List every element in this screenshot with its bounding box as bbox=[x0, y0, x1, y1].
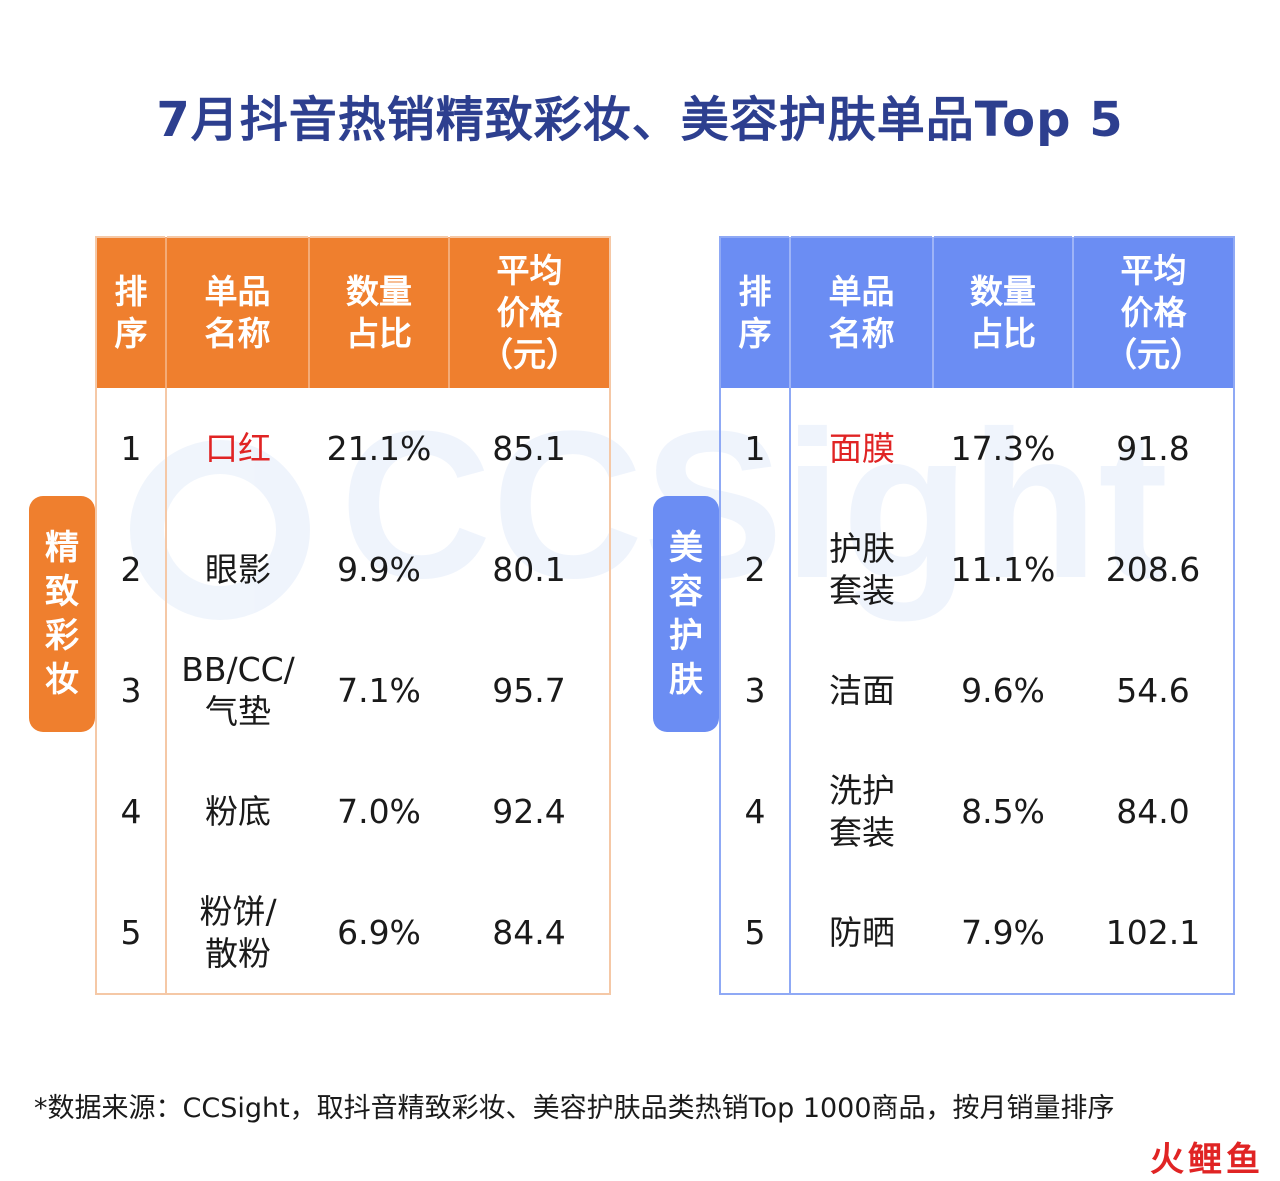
beauty-body: 1 口红 21.1% 85.1 2 眼影 9.9% 80.1 3 BB/CC/气垫 7.1% 95.7… bbox=[96, 388, 610, 994]
price-cell: 92.4 bbox=[492, 791, 566, 831]
table-row: 1 口红 21.1% 85.1 bbox=[96, 388, 610, 509]
price-cell: 95.7 bbox=[492, 670, 566, 710]
table-row: 3 BB/CC/气垫 7.1% 95.7 bbox=[96, 630, 610, 751]
table-row: 5 粉饼/散粉 6.9% 84.4 bbox=[96, 872, 610, 994]
logo-char-2: 鲤 bbox=[1188, 1140, 1226, 1180]
beauty-rank-header: 排序 bbox=[96, 237, 167, 388]
brand-logo: 火鲤鱼 bbox=[1150, 1132, 1264, 1181]
table-row: 4 粉底 7.0% 92.4 bbox=[96, 751, 610, 872]
skincare-share-header: 数量 占比 bbox=[933, 237, 1074, 388]
skincare-category-tab: 美容护肤 bbox=[653, 496, 719, 732]
skincare-item-header: 单品 名称 bbox=[790, 237, 934, 388]
item-cell: 洁面 bbox=[829, 670, 895, 710]
price-cell: 85.1 bbox=[492, 428, 566, 468]
item-cell: 粉底 bbox=[205, 791, 271, 831]
rank-cell: 1 bbox=[720, 388, 791, 509]
share-cell: 7.1% bbox=[337, 670, 421, 710]
beauty-share-header: 数量 占比 bbox=[309, 237, 450, 388]
share-cell: 8.5% bbox=[961, 791, 1045, 831]
logo-char-1: 火 bbox=[1150, 1140, 1188, 1180]
share-cell: 11.1% bbox=[950, 549, 1056, 589]
skincare-table: 排序单品 名称 数量 占比 平均 价格 （元） 1 面膜 17.3% 91.8 2 护肤 套装 11.1%… bbox=[719, 236, 1235, 995]
rank-cell: 3 bbox=[720, 630, 791, 751]
table-row: 1 面膜 17.3% 91.8 bbox=[720, 388, 1234, 509]
skincare-body: 1 面膜 17.3% 91.8 2 护肤 套装 11.1% 208.6 3 洁面 9.6% 54.6 4 洗… bbox=[720, 388, 1234, 994]
share-cell: 7.0% bbox=[337, 791, 421, 831]
share-cell: 21.1% bbox=[326, 428, 432, 468]
rank-cell: 4 bbox=[720, 751, 791, 872]
price-cell: 84.0 bbox=[1116, 791, 1190, 831]
beauty-item-header: 单品 名称 bbox=[166, 237, 310, 388]
price-cell: 54.6 bbox=[1116, 670, 1190, 710]
price-cell: 84.4 bbox=[492, 912, 566, 952]
table-row: 3 洁面 9.6% 54.6 bbox=[720, 630, 1234, 751]
price-cell: 208.6 bbox=[1105, 549, 1201, 589]
rank-cell: 1 bbox=[96, 388, 167, 509]
share-cell: 17.3% bbox=[950, 428, 1056, 468]
rank-cell: 2 bbox=[96, 509, 167, 630]
beauty-category-tab: 精致彩妆 bbox=[29, 496, 95, 732]
table-row: 2 护肤 套装 11.1% 208.6 bbox=[720, 509, 1234, 630]
rank-cell: 3 bbox=[96, 630, 167, 751]
price-cell: 80.1 bbox=[492, 549, 566, 589]
rank-cell: 5 bbox=[96, 872, 167, 994]
rank-cell: 5 bbox=[720, 872, 791, 994]
item-cell: 洗护 套装 bbox=[829, 770, 895, 852]
item-cell: 护肤 套装 bbox=[829, 528, 895, 610]
skincare-price-header: 平均 价格 （元） bbox=[1073, 237, 1234, 388]
share-cell: 9.6% bbox=[961, 670, 1045, 710]
table-row: 2 眼影 9.9% 80.1 bbox=[96, 509, 610, 630]
page-title: 7月抖音热销精致彩妆、美容护肤单品Top 5 bbox=[156, 92, 1124, 148]
item-cell: 眼影 bbox=[205, 549, 271, 589]
skincare-header-row: 排序单品 名称 数量 占比 平均 价格 （元） bbox=[720, 237, 1234, 388]
rank-cell: 2 bbox=[720, 509, 791, 630]
beauty-header-row: 排序单品 名称 数量 占比 平均 价格 （元） bbox=[96, 237, 610, 388]
item-cell: BB/CC/气垫 bbox=[181, 649, 295, 731]
source-note: *数据来源：CCSight，取抖音精致彩妆、美容护肤品类热销Top 1000商品… bbox=[34, 1093, 1115, 1124]
item-cell: 粉饼/散粉 bbox=[199, 891, 277, 973]
item-cell: 面膜 bbox=[829, 428, 895, 468]
price-cell: 91.8 bbox=[1116, 428, 1190, 468]
beauty-price-header: 平均 价格 （元） bbox=[449, 237, 610, 388]
share-cell: 7.9% bbox=[961, 912, 1045, 952]
table-row: 4 洗护 套装 8.5% 84.0 bbox=[720, 751, 1234, 872]
item-cell: 防晒 bbox=[829, 912, 895, 952]
logo-char-3: 鱼 bbox=[1226, 1140, 1264, 1180]
share-cell: 9.9% bbox=[337, 549, 421, 589]
item-cell: 口红 bbox=[205, 428, 271, 468]
skincare-rank-header: 排序 bbox=[720, 237, 791, 388]
price-cell: 102.1 bbox=[1105, 912, 1201, 952]
table-row: 5 防晒 7.9% 102.1 bbox=[720, 872, 1234, 994]
beauty-table: 排序单品 名称 数量 占比 平均 价格 （元） 1 口红 21.1% 85.1 2 眼影 9.9% 80.… bbox=[95, 236, 611, 995]
rank-cell: 4 bbox=[96, 751, 167, 872]
share-cell: 6.9% bbox=[337, 912, 421, 952]
